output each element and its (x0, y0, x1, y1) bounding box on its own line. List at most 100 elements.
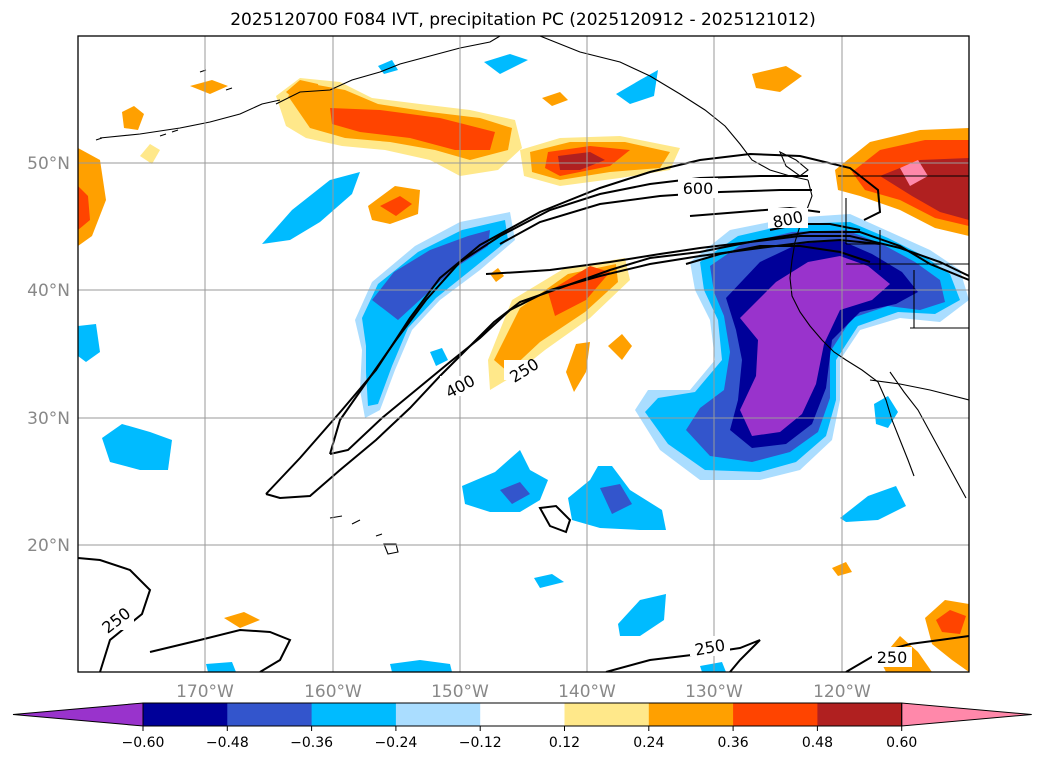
anomaly-pacific-band-negative (362, 220, 508, 406)
x-tick-label: 120°W (813, 682, 871, 702)
anomaly-small-negative (484, 54, 528, 74)
contour-label-bg (678, 178, 718, 198)
colorbar-tick-label: 0.12 (549, 735, 580, 751)
anomaly-blob-positive (190, 80, 228, 94)
anomaly-blob-positive (566, 342, 590, 392)
ivt-contour-250-south-mid (149, 628, 292, 672)
anomaly-blob-positive (608, 334, 632, 360)
y-tick-label: 40°N (27, 281, 70, 301)
southeast-alaska-coastline (539, 36, 809, 181)
chart-title: 2025120700 F084 IVT, precipitation PC (2… (230, 10, 816, 30)
colorbar-tick-label: −0.12 (459, 735, 502, 751)
colorbar: −0.60 −0.48 −0.36 −0.24 −0.12 0.12 0.24 0.36 0.4… (12, 702, 1032, 751)
state-border (845, 198, 969, 329)
gulf-of-california-coastline (889, 371, 967, 499)
x-tick-label: 170°W (176, 682, 234, 702)
y-tick-label: 30°N (27, 409, 70, 429)
x-tick-label: 140°W (558, 682, 616, 702)
anomaly-blob-positive (122, 106, 144, 130)
anomaly-blob-positive (752, 66, 802, 92)
colorbar-segment (817, 703, 903, 726)
colorbar-segment (648, 703, 734, 726)
colorbar-tick-label: −0.60 (122, 735, 165, 751)
colorbar-segment (311, 703, 397, 726)
contour-label-bg (96, 610, 134, 630)
anomaly-small-negative (206, 662, 236, 672)
colorbar-tick-label: −0.48 (206, 735, 249, 751)
colorbar-extend-max (901, 702, 1032, 727)
anomaly-blob-positive (140, 144, 160, 164)
anomaly-small-negative (840, 486, 906, 522)
anomaly-blob-positive (380, 196, 412, 216)
colorbar-outline (142, 702, 903, 727)
contour-label-bg (690, 636, 730, 656)
colorbar-tick-label: −0.24 (374, 735, 417, 751)
anomaly-small-negative (430, 348, 448, 366)
graticule (78, 36, 969, 672)
anomaly-blob-positive (224, 612, 260, 628)
anomaly-pnw-positive (900, 160, 928, 186)
colorbar-segment (143, 703, 228, 726)
x-tick-label: 160°W (304, 682, 362, 702)
anomaly-small-negative (500, 482, 530, 504)
hawaii-islands (329, 515, 399, 555)
x-axis-labels: 170°W 160°W 150°W 140°W 130°W 120°W (176, 682, 871, 702)
alaska-peninsula-coastline (99, 99, 281, 139)
anomaly-small-negative (616, 70, 658, 104)
x-tick-label: 130°W (685, 682, 743, 702)
colorbar-segment (227, 703, 313, 726)
anomaly-small-negative (102, 424, 172, 470)
anomaly-california-negative (740, 256, 890, 436)
us-mexico-border (869, 379, 969, 401)
anomaly-small-negative (78, 324, 100, 362)
anomaly-small-negative (600, 484, 632, 514)
ivt-contour-250-southeast (605, 639, 761, 672)
ivt-contour-250-south (78, 557, 152, 672)
colorbar-tick-label: 0.48 (802, 735, 833, 751)
anomaly-gulf-alaska-positive (330, 108, 495, 150)
us-west-coastline (789, 241, 879, 383)
precip-negative-anomalies (78, 54, 969, 672)
contour-label-250: 250 (877, 648, 908, 667)
anomaly-blob-positive (542, 92, 568, 106)
ivt-contour-250-hawaii (538, 504, 572, 534)
colorbar-segment (564, 703, 650, 726)
anomaly-pnw-positive (880, 158, 969, 220)
colorbar-segment (480, 703, 565, 726)
anomaly-small-negative (462, 450, 548, 512)
contour-label-600: 600 (683, 179, 714, 198)
anomaly-small-negative (700, 662, 726, 672)
colorbar-extend-min (12, 702, 144, 727)
contour-label-bg (768, 208, 808, 228)
y-axis-labels: 50°N 40°N 30°N 20°N (27, 154, 70, 556)
map-frame (77, 35, 970, 673)
contour-label-bg (440, 376, 478, 396)
contour-label-bg (504, 360, 542, 380)
ivt-contour-250-se-corner (845, 635, 969, 672)
colorbar-tick-label: 0.24 (633, 735, 664, 751)
coastlines (95, 36, 969, 555)
baja-california-coastline (877, 381, 915, 477)
y-tick-label: 20°N (27, 536, 70, 556)
anomaly-west-edge-positive (78, 186, 90, 230)
colorbar-segment (395, 703, 481, 726)
bering-islands (95, 69, 233, 141)
anomaly-small-negative (390, 660, 452, 672)
anomaly-blob-positive (490, 268, 504, 282)
colorbar-tick-label: 0.60 (886, 735, 917, 751)
contour-label-bg (872, 647, 912, 667)
map-area: 600 800 400 250 250 250 250 (78, 36, 969, 672)
anomaly-small-negative (262, 172, 360, 244)
anomaly-small-negative (534, 574, 564, 588)
colorbar-tick-label: −0.36 (290, 735, 333, 751)
colorbar-segment (733, 703, 818, 726)
anomaly-north-pacific-positive (558, 152, 605, 170)
vancouver-island (778, 150, 809, 177)
y-tick-label: 50°N (27, 154, 70, 174)
x-tick-label: 150°W (431, 682, 489, 702)
alaska-coastline (275, 36, 501, 105)
anomaly-blob-positive (936, 610, 966, 634)
colorbar-tick-label: 0.36 (718, 735, 749, 751)
anomaly-small-negative (618, 594, 666, 636)
